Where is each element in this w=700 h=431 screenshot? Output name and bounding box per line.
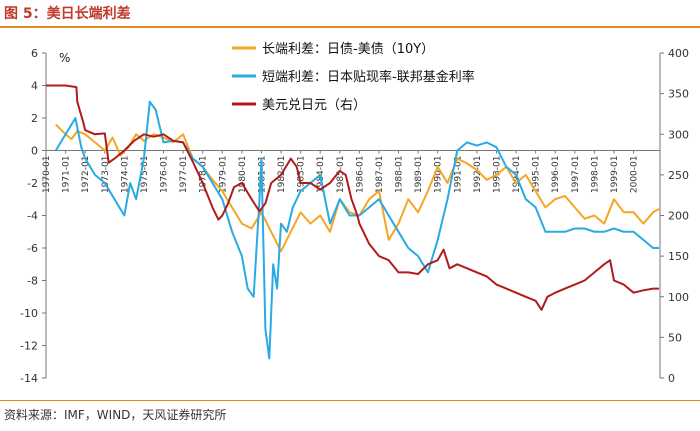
title-rule	[0, 26, 700, 28]
x-tick-label: 1990-01	[434, 156, 444, 194]
y-right-tick-label: 250	[668, 169, 689, 182]
x-tick-label: 1984-01	[316, 156, 326, 194]
x-tick-label: 1999-01	[610, 156, 620, 194]
series-line-short_spread	[54, 100, 659, 360]
figure-title: 图 5：美日长端利差	[4, 6, 131, 22]
x-tick-label: 1997-01	[571, 156, 581, 194]
x-tick-label: 1973-01	[101, 156, 111, 194]
x-tick-label: 1991-01	[453, 156, 463, 194]
x-tick-label: 1989-01	[414, 156, 424, 194]
y-left-tick-label: -6	[27, 242, 38, 255]
y-left-tick-label: -2	[27, 177, 38, 190]
x-tick-label: 1998-01	[590, 156, 600, 194]
axes-layer: -14 -12 -10 -8 -6 -4 -2 0 2 4 6 % 0 50 100 150 200 250 300…	[20, 47, 689, 385]
legend-label-long_spread: 长端利差：日债-美债（10Y）	[262, 42, 434, 57]
x-tick-label: 1992-01	[473, 156, 483, 194]
x-tick-label: 1994-01	[512, 156, 522, 194]
x-tick-label: 1986-01	[355, 156, 365, 194]
y-right-tick-label: 400	[668, 47, 689, 60]
y-left-tick-label: 4	[31, 80, 38, 93]
y-left-tick-label: -12	[20, 340, 38, 353]
y-right-tick-label: 0	[668, 372, 675, 385]
x-tick-label: 1971-01	[62, 156, 72, 194]
y-unit-label: %	[59, 51, 70, 65]
y-left-tick-label: -14	[20, 372, 38, 385]
y-right-tick-label: 300	[668, 128, 689, 141]
x-tick-label: 1988-01	[395, 156, 405, 194]
series-line-usdjpy	[46, 84, 659, 311]
y-left-tick-label: -4	[27, 210, 38, 223]
x-tick-label: 1974-01	[120, 156, 130, 194]
x-tick-label: 1972-01	[81, 156, 91, 194]
source-rule	[0, 400, 700, 401]
figure-source: 资料来源：IMF，WIND，天风证券研究所	[4, 408, 227, 422]
y-right-tick-label: 100	[668, 291, 689, 304]
y-left-tick-label: 0	[31, 145, 38, 158]
y-left-tick-label: 6	[31, 47, 38, 60]
x-tick-label: 1978-01	[199, 156, 209, 194]
x-tick-label: 1987-01	[375, 156, 385, 194]
y-right-tick-label: 50	[668, 331, 682, 344]
x-tick-label: 1975-01	[140, 156, 150, 194]
x-tick-label: 1980-01	[238, 156, 248, 194]
x-tick-label: 1996-01	[551, 156, 561, 194]
line-chart: -14 -12 -10 -8 -6 -4 -2 0 2 4 6 % 0 50 100 150 200 250 300…	[20, 42, 689, 385]
x-tick-label: 1977-01	[179, 156, 189, 194]
x-tick-label: 1970-01	[42, 156, 52, 194]
y-left-tick-label: -8	[27, 275, 38, 288]
series-line-long_spread	[55, 123, 660, 253]
x-tick-label: 1983-01	[297, 156, 307, 194]
legend-label-usdjpy: 美元兑日元（右）	[262, 98, 366, 113]
legend-label-short_spread: 短端利差：日本贴现率-联邦基金利率	[262, 69, 475, 85]
x-tick-label: 1985-01	[336, 156, 346, 194]
series-layer	[46, 84, 660, 360]
x-tick-label: 2000-01	[630, 156, 640, 194]
y-right-tick-label: 350	[668, 88, 689, 101]
y-right-tick-label: 200	[668, 210, 689, 223]
y-left-tick-label: 2	[31, 112, 38, 125]
y-right-tick-label: 150	[668, 250, 689, 263]
x-tick-label: 1976-01	[160, 156, 170, 194]
y-left-tick-label: -10	[20, 307, 38, 320]
x-tick-label: 1995-01	[532, 156, 542, 194]
x-tick-label: 1979-01	[218, 156, 228, 194]
